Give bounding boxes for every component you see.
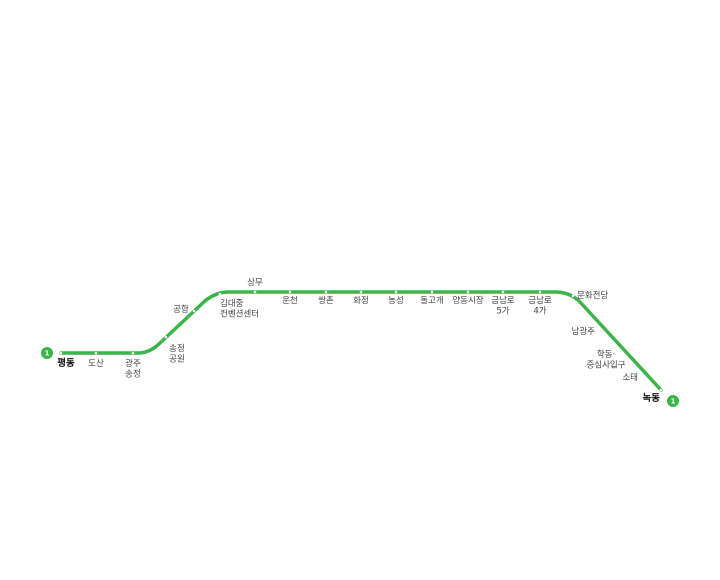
station-label-sangmu[interactable]: 상무	[247, 277, 263, 288]
station-tick-yangdong-market	[466, 290, 470, 294]
station-label-culture-complex[interactable]: 문화전당	[577, 290, 608, 301]
station-label-geumnamro-5ga[interactable]: 금남로 5가	[491, 296, 515, 317]
station-label-airport[interactable]: 공항	[173, 305, 189, 315]
station-tick-nokdong	[659, 388, 663, 392]
station-tick-dolgogae	[430, 290, 434, 294]
station-label-dosan[interactable]: 도산	[88, 358, 104, 369]
station-tick-songjeong-park	[164, 335, 168, 339]
station-tick-kimdaejung-center	[218, 292, 222, 296]
station-label-geumnamro-4ga[interactable]: 금남로 4가	[528, 296, 552, 317]
station-tick-uncheon	[288, 290, 292, 294]
station-label-songjeong-park[interactable]: 송정 공원	[169, 343, 185, 365]
station-tick-airport	[192, 309, 196, 313]
station-label-nokdong[interactable]: 녹동	[643, 392, 661, 404]
station-label-sotae[interactable]: 소태	[622, 373, 638, 383]
station-tick-hwajeong	[359, 290, 363, 294]
line-badge-start: 1	[41, 347, 53, 359]
station-tick-nongseong	[394, 290, 398, 294]
station-label-nongseong[interactable]: 농성	[388, 296, 404, 306]
station-label-ssangchon[interactable]: 쌍촌	[318, 295, 334, 306]
station-label-dolgogae[interactable]: 돌고개	[420, 295, 443, 306]
svg-text:1: 1	[671, 398, 676, 406]
station-label-yangdong-market[interactable]: 양동시장	[452, 295, 483, 306]
line-1-route	[59, 290, 663, 392]
station-tick-culture-complex	[571, 294, 575, 298]
line-badge-end: 1	[667, 395, 679, 407]
station-label-uncheon[interactable]: 운천	[282, 295, 298, 306]
station-tick-namgwangju	[597, 327, 601, 331]
station-tick-hakdong	[617, 348, 621, 352]
station-tick-dosan	[94, 351, 98, 355]
station-label-hwajeong[interactable]: 화정	[353, 295, 369, 306]
station-label-namgwangju[interactable]: 남광주	[572, 326, 596, 337]
station-label-gwangju-songjeong[interactable]: 광주 송정	[125, 358, 141, 380]
station-tick-geumnamro-4ga	[538, 290, 542, 294]
station-label-kimdaejung-center[interactable]: 김대중 컨벤션센터	[220, 298, 259, 320]
svg-text:1: 1	[45, 350, 50, 358]
station-ticks	[59, 290, 663, 392]
station-tick-sangmu	[253, 290, 257, 294]
station-label-pyeongdong[interactable]: 평동	[57, 357, 75, 369]
station-tick-geumnamro-5ga	[501, 290, 505, 294]
station-tick-pyeongdong	[59, 351, 63, 355]
station-label-hakdong[interactable]: 학동· 증심사입구	[586, 349, 625, 371]
station-tick-ssangchon	[324, 290, 328, 294]
station-tick-gwangju-songjeong	[131, 351, 135, 355]
station-tick-sotae	[638, 371, 642, 375]
